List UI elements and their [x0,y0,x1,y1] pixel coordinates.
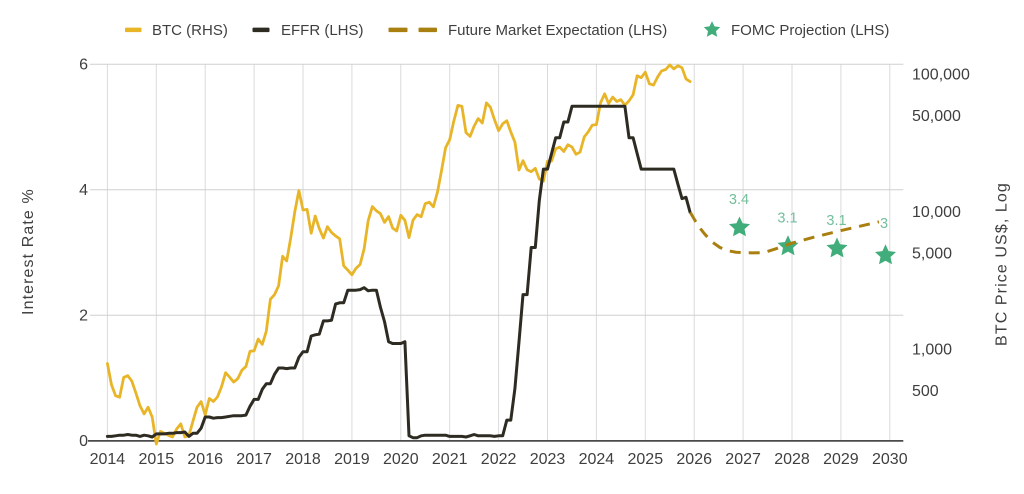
svg-text:3.1: 3.1 [777,211,797,227]
svg-text:2022: 2022 [481,451,517,468]
svg-text:2029: 2029 [823,451,859,468]
svg-text:4: 4 [79,182,88,199]
svg-text:2014: 2014 [90,451,126,468]
svg-text:2026: 2026 [676,451,712,468]
svg-text:10,000: 10,000 [912,204,961,221]
svg-text:2018: 2018 [285,451,321,468]
svg-text:3.4: 3.4 [729,192,749,208]
svg-text:2: 2 [79,307,88,324]
svg-text:2025: 2025 [628,451,664,468]
svg-text:2020: 2020 [383,451,419,468]
svg-text:Future Market Expectation (LHS: Future Market Expectation (LHS) [448,22,667,39]
svg-text:FOMC Projection (LHS): FOMC Projection (LHS) [731,22,889,39]
svg-text:50,000: 50,000 [912,108,961,125]
svg-text:2028: 2028 [774,451,810,468]
svg-text:3.1: 3.1 [826,213,846,229]
svg-text:0: 0 [79,433,88,450]
svg-text:Interest Rate %: Interest Rate % [20,188,37,315]
svg-text:2017: 2017 [236,451,272,468]
svg-text:2019: 2019 [334,451,370,468]
svg-text:BTC (RHS): BTC (RHS) [152,22,228,39]
svg-text:5,000: 5,000 [912,246,952,263]
svg-text:2021: 2021 [432,451,468,468]
svg-text:2024: 2024 [579,451,615,468]
svg-text:2027: 2027 [725,451,761,468]
svg-text:500: 500 [912,383,939,400]
svg-text:100,000: 100,000 [912,66,970,83]
svg-text:2030: 2030 [872,451,908,468]
svg-text:2015: 2015 [139,451,175,468]
svg-text:2016: 2016 [187,451,223,468]
svg-text:6: 6 [79,56,88,73]
svg-text:BTC Price US$, Log: BTC Price US$, Log [993,182,1010,346]
svg-text:2023: 2023 [530,451,566,468]
svg-text:1,000: 1,000 [912,342,952,359]
svg-text:EFFR (LHS): EFFR (LHS) [281,22,364,39]
svg-text:3: 3 [880,216,888,232]
